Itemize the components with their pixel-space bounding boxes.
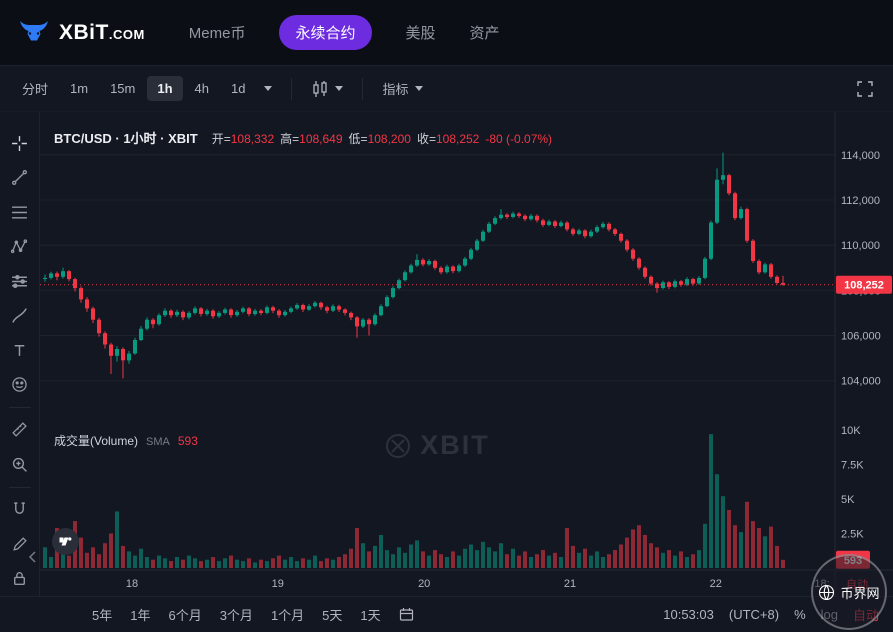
- logo-suffix: .COM: [108, 26, 145, 42]
- session-clock[interactable]: 10:53:03: [663, 607, 714, 622]
- nav-us-stocks[interactable]: 美股: [405, 25, 436, 42]
- drawing-tools-sidebar: [0, 112, 40, 596]
- chevron-down-icon: [414, 86, 423, 91]
- fib-retracement-tool[interactable]: [4, 195, 36, 229]
- zoom-in-icon: [12, 457, 27, 472]
- forecast-tool[interactable]: [4, 264, 36, 298]
- chart-panel: 104,000106,000108,000110,000112,000114,0…: [40, 112, 893, 596]
- range-5y[interactable]: 5年: [92, 608, 113, 623]
- candlestick-chart-canvas[interactable]: 104,000106,000108,000110,000112,000114,0…: [40, 112, 893, 596]
- timezone-label[interactable]: (UTC+8): [728, 607, 780, 622]
- calendar-icon: [399, 608, 413, 621]
- coin-globe-icon: [819, 584, 835, 600]
- crosshair-tool[interactable]: [4, 126, 36, 160]
- range-6m[interactable]: 6个月: [168, 608, 202, 623]
- svg-text:112,000: 112,000: [841, 195, 880, 207]
- svg-text:110,000: 110,000: [841, 240, 880, 252]
- range-1m[interactable]: 1个月: [270, 608, 305, 623]
- chart-area: 104,000106,000108,000110,000112,000114,0…: [0, 112, 893, 596]
- tools-divider: [8, 486, 31, 488]
- indicators-label: 指标: [382, 82, 409, 97]
- fullscreen-icon: [857, 80, 873, 97]
- svg-text:10K: 10K: [841, 425, 861, 437]
- svg-text:104,000: 104,000: [841, 376, 881, 388]
- ruler-tool[interactable]: [4, 413, 36, 447]
- svg-text:21: 21: [564, 578, 576, 590]
- indicators-button[interactable]: 指标: [375, 74, 429, 103]
- svg-text:5K: 5K: [841, 494, 855, 506]
- ruler-icon: [12, 422, 27, 438]
- goto-date-button[interactable]: [399, 607, 414, 622]
- fullscreen-button[interactable]: [849, 75, 881, 103]
- edit-icon: [13, 537, 27, 551]
- chevron-left-icon: [28, 551, 36, 563]
- svg-text:108,252: 108,252: [844, 280, 884, 292]
- svg-text:106,000: 106,000: [841, 331, 881, 343]
- interval-15m[interactable]: 15m: [110, 81, 136, 96]
- svg-text:19: 19: [272, 578, 284, 590]
- bull-logo-icon: [20, 20, 48, 40]
- edit-tool[interactable]: [4, 527, 36, 561]
- svg-text:18: 18: [126, 578, 138, 590]
- interval-1h[interactable]: 1h: [147, 76, 183, 101]
- logo[interactable]: XBiT.COM: [18, 17, 145, 49]
- badge-text: 币界网: [840, 585, 880, 601]
- brush-tool[interactable]: [4, 298, 36, 332]
- trend-line-icon: [12, 170, 27, 186]
- interval-4h[interactable]: 4h: [194, 81, 210, 96]
- nav-assets[interactable]: 资产: [469, 25, 500, 42]
- range-5d[interactable]: 5天: [322, 608, 343, 623]
- chevron-down-icon: [335, 86, 344, 91]
- svg-text:114,000: 114,000: [841, 150, 880, 162]
- toolbar-divider: [291, 77, 293, 100]
- nav-perpetual[interactable]: 永续合约: [279, 15, 372, 50]
- fib-retracement-icon: [12, 206, 27, 219]
- svg-text:2.5K: 2.5K: [841, 529, 864, 541]
- main-nav: Meme币 永续合约 美股 资产: [189, 15, 500, 50]
- zoom-in-tool[interactable]: [4, 447, 36, 481]
- trend-line-tool[interactable]: [4, 160, 36, 194]
- forecast-icon: [12, 274, 27, 288]
- tools-divider: [8, 406, 31, 408]
- candlestick-chart-icon: [313, 80, 328, 97]
- text-tool-icon: [14, 344, 25, 356]
- svg-text:22: 22: [710, 578, 722, 590]
- collapse-sidebar-button[interactable]: [27, 550, 39, 569]
- toolbar-divider: [362, 77, 364, 100]
- lock-tool[interactable]: [4, 562, 36, 596]
- magnet-icon: [14, 502, 25, 515]
- bijiewang-watermark-badge: 币界网: [811, 554, 887, 630]
- chart-toolbar: 分时 1m 15m 1h 4h 1d 指标: [0, 66, 893, 112]
- tradingview-logo-icon: [59, 537, 72, 546]
- svg-text:7.5K: 7.5K: [841, 460, 864, 472]
- magnet-tool[interactable]: [4, 493, 36, 527]
- svg-text:20: 20: [418, 578, 430, 590]
- xabcd-pattern-icon: [11, 239, 28, 254]
- chart-type-button[interactable]: [304, 75, 350, 103]
- range-3m[interactable]: 3个月: [219, 608, 253, 623]
- header: XBiT.COM Meme币 永续合约 美股 资产: [0, 0, 893, 66]
- interval-fenshi[interactable]: 分时: [22, 82, 49, 97]
- lock-icon: [14, 572, 25, 586]
- percent-scale-button[interactable]: %: [794, 607, 806, 622]
- brush-icon: [12, 308, 27, 323]
- bottom-toolbar: 5年 1年 6个月 3个月 1个月 5天 1天 10:53:03 (UTC+8)…: [0, 596, 893, 632]
- range-1d[interactable]: 1天: [360, 608, 381, 623]
- crosshair-icon: [12, 135, 27, 151]
- emoji-tool[interactable]: [4, 367, 36, 401]
- interval-dropdown-button[interactable]: [257, 81, 279, 96]
- tradingview-logo[interactable]: [52, 528, 79, 555]
- logo-text: XBiT.COM: [59, 20, 145, 44]
- emoji-icon: [12, 377, 27, 392]
- chevron-down-icon: [264, 86, 273, 91]
- interval-1d[interactable]: 1d: [231, 81, 246, 96]
- pattern-tool[interactable]: [4, 229, 36, 263]
- interval-1m[interactable]: 1m: [70, 81, 89, 96]
- text-tool[interactable]: [4, 333, 36, 367]
- range-1y[interactable]: 1年: [130, 608, 151, 623]
- nav-meme[interactable]: Meme币: [188, 25, 246, 42]
